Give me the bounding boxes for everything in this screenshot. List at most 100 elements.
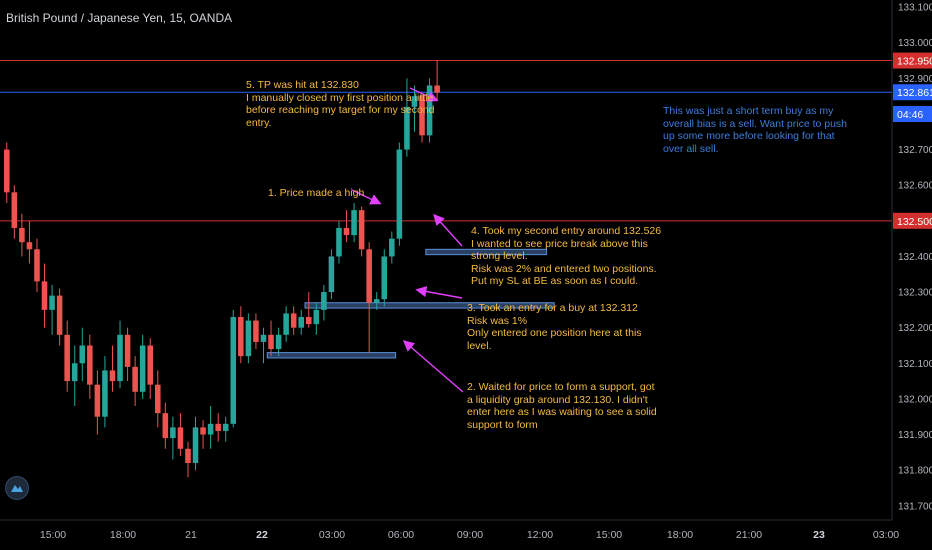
support-zone: [304, 302, 555, 309]
price-tag: [893, 52, 932, 69]
candle-body: [56, 295, 63, 335]
price-tag-label: 132.950: [897, 56, 932, 68]
candle-body: [170, 427, 176, 439]
candle: [351, 203, 357, 243]
candle-body: [41, 281, 48, 310]
candle: [200, 420, 206, 449]
candle-body: [71, 363, 78, 382]
support-zone: [266, 352, 397, 359]
candle: [358, 206, 365, 257]
candle-body: [434, 85, 440, 93]
candle-body: [366, 249, 372, 303]
candle: [64, 320, 70, 392]
candle-body: [268, 334, 274, 350]
time-tick-label: 15:00: [596, 529, 622, 541]
candle-body: [162, 413, 169, 439]
price-tick-label: 132.300: [898, 288, 932, 299]
price-tick-label: 132.000: [898, 394, 932, 405]
chart-title: British Pound / Japanese Yen, 15, OANDA: [6, 11, 233, 25]
time-tick-label: 23: [813, 529, 825, 541]
candle-body: [426, 85, 433, 136]
candle-body: [306, 316, 312, 325]
bias-note: This was just a short term buy as my ove…: [663, 105, 848, 155]
candle-body: [260, 334, 267, 342]
candle-body: [19, 227, 25, 243]
candle-body: [404, 106, 410, 150]
candle: [41, 263, 48, 328]
candle: [155, 370, 161, 428]
annotation-arrow: [415, 285, 463, 299]
candle: [404, 78, 410, 157]
candle-body: [109, 370, 116, 382]
price-tick-label: 131.700: [898, 501, 932, 512]
time-axis: 15:00 18:00 21 22 03:00 06:00 09:00 12:00 15:00 1…: [0, 519, 899, 541]
candle-body: [185, 448, 191, 464]
candle: [381, 249, 388, 307]
candle-body: [245, 320, 252, 357]
price-tag-label: 04:46: [897, 109, 923, 121]
candle-body: [132, 366, 138, 392]
candle-body: [207, 423, 214, 435]
price-tick-label: 131.800: [898, 466, 932, 477]
candle: [328, 249, 335, 300]
candle: [366, 242, 372, 353]
candle: [373, 292, 380, 310]
candle: [49, 284, 55, 335]
candle-body: [215, 423, 221, 431]
annotation-price-high: 1. Price made a high: [268, 187, 365, 199]
candle: [283, 306, 289, 342]
candle: [71, 345, 78, 407]
candle-body: [102, 370, 108, 417]
price-tick-label: 132.900: [898, 74, 932, 85]
candle-body: [34, 249, 40, 282]
price-tag: [893, 84, 932, 101]
candle: [434, 60, 440, 100]
candle-body: [94, 384, 101, 417]
candle-body: [298, 316, 304, 328]
candle-body: [411, 96, 418, 107]
price-tag-label: 132.500: [897, 216, 932, 228]
candle: [162, 402, 169, 449]
candle: [396, 142, 403, 246]
candle: [11, 185, 18, 239]
candle-body: [4, 149, 10, 193]
candles: [4, 60, 440, 478]
candle-body: [26, 242, 33, 250]
tradingview-logo-icon[interactable]: [5, 476, 29, 500]
candle: [109, 345, 116, 392]
candle-body: [11, 192, 18, 228]
time-tick-label: 03:00: [319, 529, 345, 541]
candle-body: [343, 227, 350, 236]
candle: [222, 416, 229, 442]
horizontal-levels: [0, 60, 892, 222]
candle-body: [124, 334, 131, 367]
price-tick-label: 133.100: [898, 3, 932, 14]
price-tick-label: 132.700: [898, 145, 932, 156]
candle: [426, 78, 433, 143]
time-tick-label: 12:00: [527, 529, 553, 541]
candle-body: [253, 320, 259, 342]
candle: [260, 327, 267, 364]
candle: [275, 327, 282, 357]
candle: [139, 334, 146, 399]
candle: [245, 313, 252, 364]
time-tick-label: 22: [256, 529, 268, 541]
annotation-arrow: [409, 87, 439, 102]
annotation-tp-hit: 5. TP was hit at 132.830 I manually clos…: [246, 79, 435, 129]
candle: [34, 238, 40, 293]
candle-body: [64, 334, 70, 382]
candle-body: [79, 345, 86, 364]
candle: [132, 356, 138, 407]
candle-body: [328, 256, 335, 293]
time-tick-label: 15:00: [40, 529, 66, 541]
candle: [207, 406, 214, 449]
candle: [170, 416, 176, 460]
candle-body: [396, 149, 403, 239]
candle: [94, 370, 101, 435]
time-tick-label: 21:00: [736, 529, 762, 541]
annotation-arrows: [351, 87, 464, 393]
candle-body: [290, 313, 297, 328]
candle: [79, 327, 86, 382]
candle: [192, 416, 199, 471]
